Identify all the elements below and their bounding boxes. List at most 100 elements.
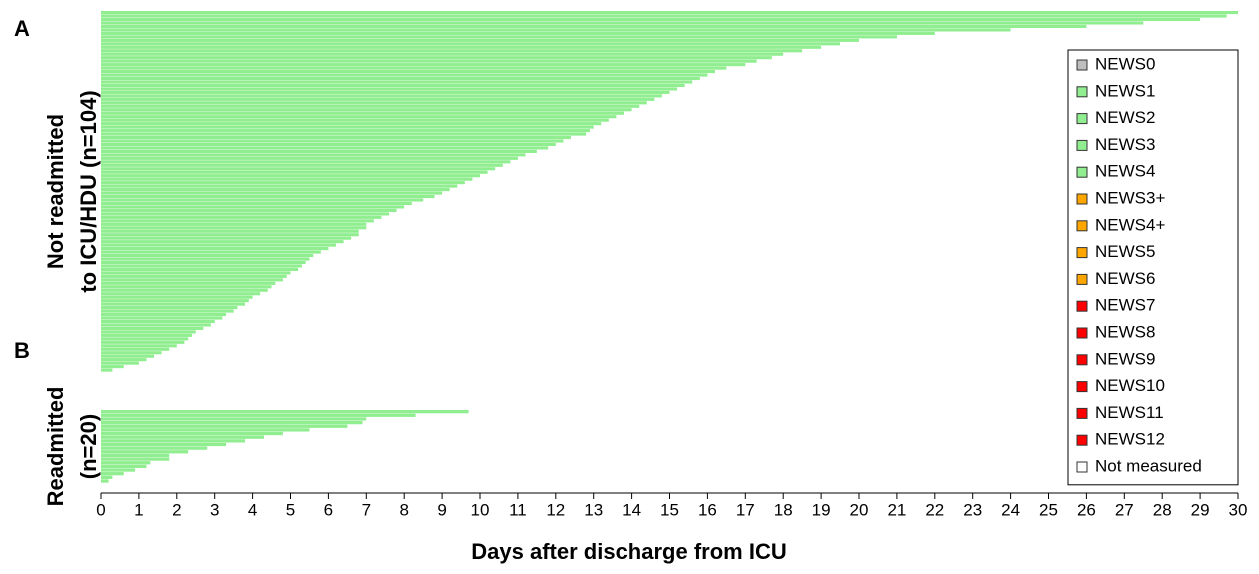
- row-bar: [101, 90, 670, 94]
- x-tick-label: 16: [698, 500, 717, 519]
- row-bar: [101, 215, 382, 219]
- legend-swatch: [1076, 139, 1088, 151]
- legend-label: NEWS3+: [1095, 188, 1165, 207]
- legend-swatch: [1076, 247, 1088, 259]
- row-bar: [101, 457, 170, 461]
- row-bar: [101, 104, 640, 108]
- row-bar: [101, 222, 367, 226]
- row-bar: [101, 453, 170, 458]
- row-bar: [101, 66, 727, 70]
- x-tick-label: 7: [362, 500, 371, 519]
- legend-swatch: [1076, 434, 1088, 446]
- row-bar: [101, 212, 390, 216]
- y-axis-label: Readmitted: [43, 387, 68, 507]
- legend-swatch: [1076, 407, 1088, 419]
- row-bar: [101, 475, 113, 479]
- legend-swatch: [1076, 193, 1088, 205]
- row-bar: [101, 461, 151, 465]
- row-bar: [101, 354, 155, 358]
- panel-label: B: [14, 338, 30, 363]
- row-bar: [101, 14, 1227, 18]
- row-bar: [101, 59, 757, 63]
- row-bar: [101, 267, 299, 271]
- row-bar: [101, 309, 234, 313]
- row-bar: [101, 49, 803, 53]
- legend-label: NEWS9: [1095, 349, 1155, 368]
- row-bar: [101, 149, 537, 153]
- x-tick-label: 10: [471, 500, 490, 519]
- legend-label: NEWS10: [1095, 376, 1165, 395]
- row-bar: [101, 247, 329, 251]
- x-tick-label: 18: [774, 500, 793, 519]
- row-bar: [101, 319, 215, 324]
- row-bar: [101, 368, 113, 372]
- row-bar: [101, 205, 405, 209]
- row-bar: [101, 330, 196, 334]
- row-bar: [101, 108, 632, 112]
- row-bar: [101, 439, 246, 443]
- row-bar: [101, 111, 625, 115]
- row-bar: [101, 94, 662, 98]
- x-tick-label: 8: [399, 500, 408, 519]
- row-bar: [101, 156, 518, 160]
- legend-swatch: [1076, 461, 1088, 473]
- row-bar: [101, 424, 348, 428]
- row-bar: [101, 83, 685, 88]
- legend-label: NEWS2: [1095, 108, 1155, 127]
- row-bar: [101, 208, 397, 212]
- x-tick-label: 29: [1191, 500, 1210, 519]
- row-bar: [101, 132, 587, 136]
- x-tick-label: 19: [812, 500, 831, 519]
- panel-label: A: [14, 16, 30, 41]
- row-bar: [101, 361, 139, 365]
- legend-swatch: [1076, 86, 1088, 98]
- row-bar: [101, 351, 162, 355]
- row-bar: [101, 285, 272, 289]
- row-bar: [101, 233, 359, 237]
- row-bar: [101, 271, 291, 275]
- row-bar: [101, 167, 496, 171]
- row-bar: [101, 299, 249, 303]
- row-bar: [101, 417, 367, 421]
- row-bar: [101, 365, 124, 369]
- row-bar: [101, 413, 416, 417]
- row-bar: [101, 236, 352, 240]
- row-bar: [101, 442, 227, 447]
- row-bar: [101, 323, 211, 327]
- row-bar: [101, 146, 549, 150]
- row-bar: [101, 194, 435, 199]
- y-axis-label: (n=20): [76, 414, 101, 479]
- x-tick-label: 21: [887, 500, 906, 519]
- legend-label: NEWS11: [1095, 403, 1164, 422]
- row-bar: [101, 35, 897, 39]
- row-bar: [101, 340, 185, 344]
- row-bar: [101, 316, 223, 320]
- row-bar: [101, 135, 571, 140]
- x-tick-label: 2: [172, 500, 181, 519]
- row-bar: [101, 56, 772, 60]
- row-bar: [101, 28, 1011, 32]
- x-tick-label: 12: [546, 500, 565, 519]
- legend-label: NEWS7: [1095, 296, 1155, 315]
- x-tick-label: 17: [736, 500, 755, 519]
- legend-swatch: [1076, 113, 1088, 125]
- row-bar: [101, 76, 700, 81]
- row-bar: [101, 125, 594, 129]
- x-tick-label: 6: [324, 500, 333, 519]
- y-axis-label: Not readmitted: [43, 114, 68, 269]
- row-bar: [101, 160, 511, 164]
- x-tick-label: 14: [622, 500, 641, 519]
- row-bar: [101, 281, 276, 285]
- row-bar: [101, 177, 473, 181]
- row-bar: [101, 21, 1144, 25]
- row-bar: [101, 264, 302, 268]
- row-bar: [101, 326, 204, 330]
- x-tick-label: 24: [1001, 500, 1020, 519]
- x-tick-label: 9: [437, 500, 446, 519]
- row-bar: [101, 229, 359, 233]
- legend-label: NEWS4+: [1095, 215, 1165, 234]
- row-bar: [101, 115, 617, 119]
- row-bar: [101, 260, 306, 265]
- legend-label: NEWS1: [1095, 81, 1155, 100]
- x-tick-label: 28: [1153, 500, 1172, 519]
